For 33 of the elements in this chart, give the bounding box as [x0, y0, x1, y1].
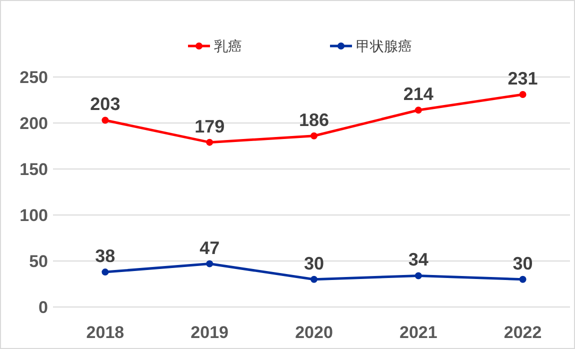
- y-tick-label: 200: [20, 114, 48, 133]
- x-tick-label: 2022: [504, 323, 542, 342]
- x-tick-label: 2020: [295, 323, 333, 342]
- data-label: 203: [90, 94, 120, 114]
- point: [102, 116, 109, 124]
- data-label: 214: [403, 84, 434, 104]
- point: [414, 272, 422, 280]
- y-tick-label: 50: [29, 252, 48, 271]
- data-label: 38: [95, 246, 116, 266]
- point: [519, 276, 526, 283]
- data-label: 231: [508, 68, 538, 88]
- x-tick-label: 2021: [399, 323, 438, 342]
- y-tick-label: 100: [20, 206, 48, 225]
- x-tick-label: 2019: [190, 323, 229, 342]
- point: [206, 138, 214, 146]
- data-label: 179: [194, 116, 225, 136]
- data-label: 34: [408, 250, 428, 270]
- legend-label: 乳癌: [214, 38, 242, 54]
- y-tick-label: 150: [20, 160, 48, 179]
- point: [414, 106, 422, 114]
- point: [102, 268, 109, 276]
- x-tick-label: 2018: [86, 323, 124, 342]
- data-label: 186: [298, 110, 330, 130]
- point: [310, 276, 318, 283]
- legend-label: 甲状腺癌: [356, 38, 412, 54]
- data-label: 47: [200, 238, 220, 258]
- point: [519, 90, 526, 98]
- y-tick-label: 250: [20, 68, 48, 87]
- y-tick-label: 0: [38, 298, 48, 317]
- data-label: 30: [512, 253, 533, 274]
- data-label: 30: [304, 253, 324, 274]
- point: [206, 260, 214, 268]
- point: [310, 132, 318, 140]
